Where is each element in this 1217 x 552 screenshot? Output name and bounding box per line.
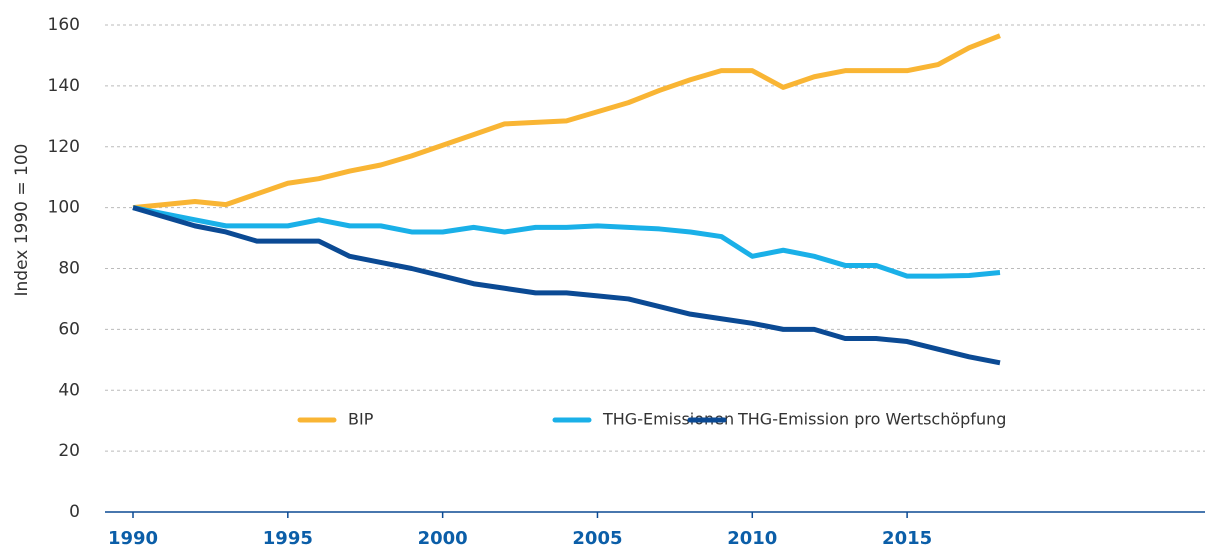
- legend-label: BIP: [348, 410, 374, 429]
- y-tick-label: 20: [58, 441, 80, 461]
- line-series: [132, 33, 1001, 211]
- y-tick-label: 160: [48, 15, 80, 35]
- line-series: [132, 205, 1001, 366]
- y-tick-label: 0: [69, 502, 80, 522]
- x-tick-label: 2015: [882, 528, 932, 549]
- y-tick-label: 100: [48, 198, 80, 218]
- y-tick-label: 140: [48, 76, 80, 96]
- x-tick-label: 1995: [263, 528, 313, 549]
- x-tick-label: 2000: [418, 528, 468, 549]
- y-tick-label: 80: [58, 259, 80, 279]
- y-tick-label: 60: [58, 319, 80, 339]
- y-axis-label: Index 1990 = 100: [12, 144, 32, 297]
- x-tick-label: 1990: [108, 528, 158, 549]
- x-tick-label: 2005: [572, 528, 622, 549]
- legend-label: THG-Emissionen: [602, 410, 734, 429]
- y-tick-label: 120: [48, 137, 80, 157]
- x-tick-label: 2010: [727, 528, 777, 549]
- line-series: [132, 205, 1001, 279]
- legend-label: THG-Emission pro Wertschöpfung: [737, 410, 1006, 429]
- y-tick-label: 40: [58, 380, 80, 400]
